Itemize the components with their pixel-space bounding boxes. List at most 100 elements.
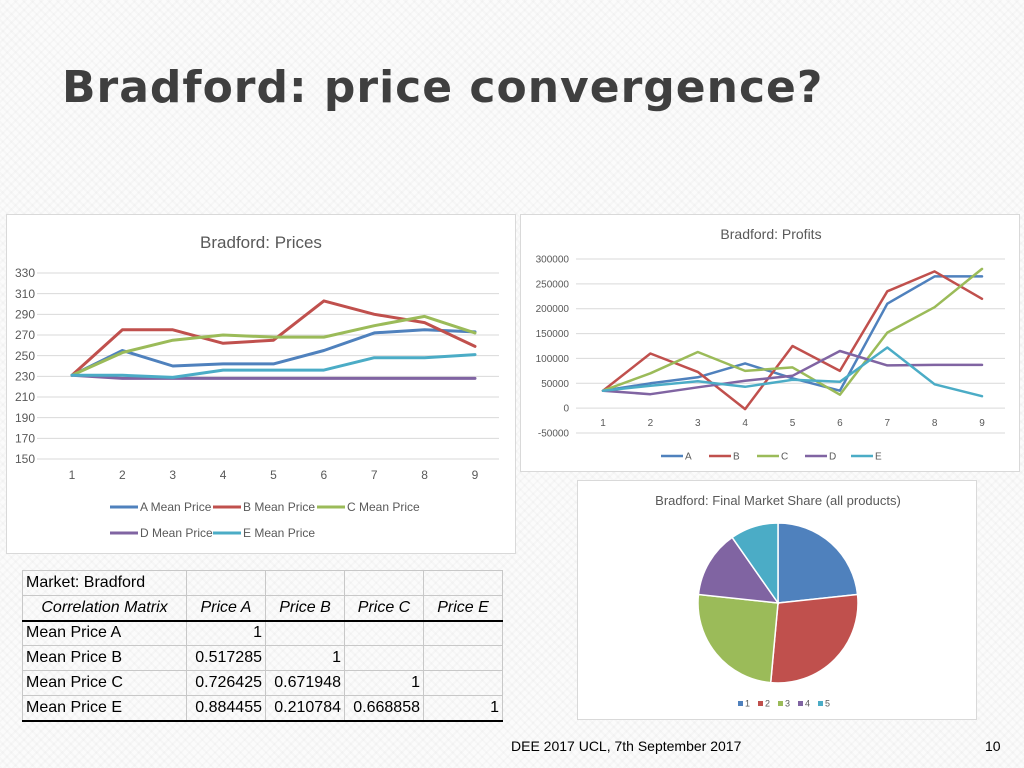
x-tick-label: 9	[472, 468, 479, 482]
legend-label: C Mean Price	[347, 500, 420, 514]
market-share-chart: Bradford: Final Market Share (all produc…	[577, 480, 977, 720]
y-tick-label: 150	[15, 452, 35, 466]
table-cell: 1	[186, 620, 266, 646]
series-line	[70, 353, 477, 379]
row-label: Mean Price B	[22, 645, 187, 671]
footer-text: DEE 2017 UCL, 7th September 2017	[511, 738, 742, 754]
legend-swatch	[738, 701, 743, 706]
x-tick-label: 5	[790, 418, 796, 429]
table-cell: 1	[265, 645, 345, 671]
table-cell	[423, 670, 503, 696]
y-tick-label: 270	[15, 328, 35, 342]
table-row: Market: Bradford	[22, 570, 503, 596]
y-tick-label: 150000	[536, 329, 570, 340]
series-line	[70, 373, 477, 380]
x-tick-label: 3	[695, 418, 701, 429]
y-tick-label: 310	[15, 287, 35, 301]
row-label: Mean Price A	[22, 620, 187, 646]
y-tick-label: 200000	[536, 304, 570, 315]
x-tick-label: 4	[742, 418, 748, 429]
y-tick-label: 210	[15, 390, 35, 404]
x-tick-label: 9	[979, 418, 985, 429]
y-tick-label: 100000	[536, 354, 570, 365]
x-tick-label: 8	[932, 418, 938, 429]
table-cell	[423, 645, 503, 671]
table-cell: 0.668858	[344, 695, 424, 722]
table-cell	[344, 645, 424, 671]
series-line	[70, 314, 477, 377]
table-row: Mean Price B 0.517285 1	[22, 645, 503, 671]
x-tick-label: 4	[220, 468, 227, 482]
y-tick-label: 330	[15, 266, 35, 280]
x-tick-label: 1	[600, 418, 606, 429]
legend-label: 5	[825, 699, 830, 709]
x-tick-label: 2	[648, 418, 654, 429]
profits-chart: Bradford: Profits -50000 0 50000 100000 15000…	[520, 214, 1020, 472]
page-number: 10	[985, 738, 1001, 754]
series-line	[601, 346, 984, 398]
legend-swatch	[778, 701, 783, 706]
y-tick-label: 50000	[541, 379, 569, 390]
legend-swatch	[758, 701, 763, 706]
legend-label: B Mean Price	[243, 500, 315, 514]
series-line	[601, 267, 984, 396]
table-cell: 1	[423, 695, 503, 722]
y-tick-label: 300000	[536, 255, 570, 266]
y-tick-label: 170	[15, 432, 35, 446]
matrix-label: Correlation Matrix	[22, 595, 187, 622]
pie-slice	[697, 593, 779, 684]
legend-swatch	[818, 701, 823, 706]
header-cell: Price A	[186, 595, 266, 622]
x-tick-label: 3	[169, 468, 176, 482]
legend-label: 2	[765, 699, 770, 709]
x-tick-label: 6	[837, 418, 843, 429]
x-tick-label: 7	[884, 418, 890, 429]
y-tick-label: 250000	[536, 279, 570, 290]
x-tick-label: 2	[119, 468, 126, 482]
x-tick-label: 6	[321, 468, 328, 482]
table-cell: 0.671948	[265, 670, 345, 696]
y-tick-label: 230	[15, 370, 35, 384]
prices-chart: Bradford: Prices 150 170 190 210 230 250 270 290…	[6, 214, 516, 554]
y-tick-label: 190	[15, 411, 35, 425]
series-line	[601, 275, 984, 392]
legend-label: E	[875, 452, 882, 463]
table-row: Mean Price A 1	[22, 620, 503, 646]
table-header-row: Correlation Matrix Price A Price B Price…	[22, 595, 503, 622]
table-cell: 0.517285	[186, 645, 266, 671]
table-row: Mean Price E 0.884455 0.210784 0.668858 …	[22, 695, 503, 722]
legend-label: 1	[745, 699, 750, 709]
table-row: Mean Price C 0.726425 0.671948 1	[22, 670, 503, 696]
header-cell: Price B	[265, 595, 345, 622]
table-cell	[423, 620, 503, 646]
chart-title: Bradford: Profits	[720, 226, 821, 242]
legend-label: 4	[805, 699, 810, 709]
legend-label: D	[829, 452, 836, 463]
chart-title: Bradford: Final Market Share (all produc…	[655, 493, 901, 508]
legend-label: C	[781, 452, 788, 463]
pie-slice	[731, 522, 779, 606]
legend-label: A	[685, 452, 692, 463]
series-line	[70, 328, 477, 377]
pie-slice	[697, 536, 780, 604]
y-tick-label: 0	[563, 404, 569, 415]
pie-slice	[777, 522, 859, 604]
market-label: Market: Bradford	[22, 570, 187, 596]
row-label: Mean Price C	[22, 670, 187, 696]
chart-title: Bradford: Prices	[200, 233, 322, 252]
legend-label: B	[733, 452, 740, 463]
legend-label: A Mean Price	[140, 500, 212, 514]
pie-slice	[769, 593, 859, 684]
x-tick-label: 1	[69, 468, 76, 482]
y-tick-label: 290	[15, 308, 35, 322]
x-tick-label: 8	[421, 468, 428, 482]
table-cell: 0.884455	[186, 695, 266, 722]
table-cell: 1	[344, 670, 424, 696]
x-tick-label: 5	[270, 468, 277, 482]
y-tick-label: -50000	[538, 429, 570, 440]
legend-label: 3	[785, 699, 790, 709]
header-cell: Price C	[344, 595, 424, 622]
table-cell	[344, 620, 424, 646]
correlation-table: Market: Bradford Correlation Matrix Pric…	[22, 570, 503, 722]
legend-label: E Mean Price	[243, 526, 315, 540]
